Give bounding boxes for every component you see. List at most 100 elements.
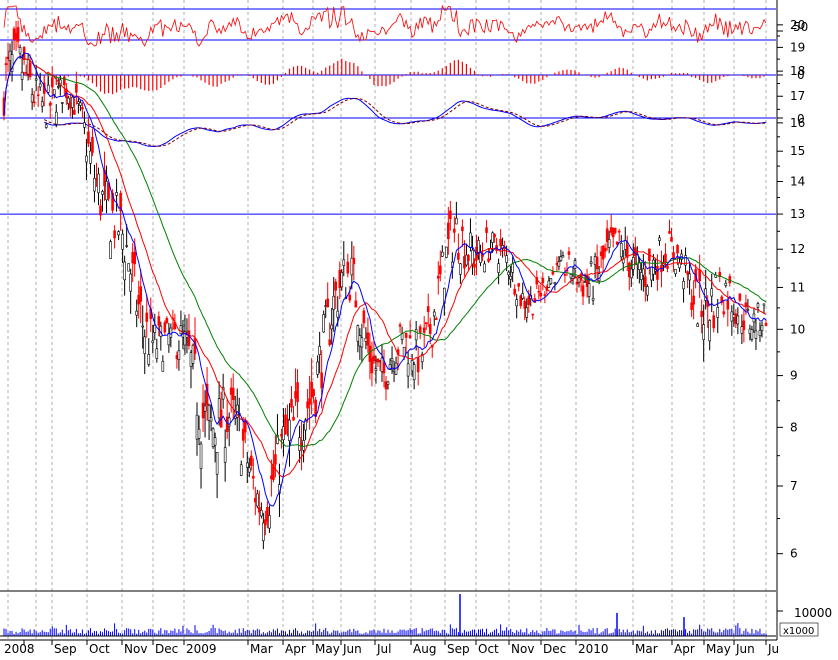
candle-body <box>26 59 30 75</box>
candle <box>718 267 722 283</box>
candle-body <box>12 28 16 40</box>
candle <box>515 293 518 319</box>
candle-body <box>217 398 221 419</box>
candle-body <box>589 261 593 264</box>
moving-average-slow <box>3 55 767 448</box>
candle-body <box>342 259 346 266</box>
candle-body <box>613 227 617 233</box>
candle <box>254 486 257 516</box>
candle <box>613 227 617 235</box>
candle-body <box>209 417 213 422</box>
candle-body <box>127 263 130 272</box>
price-tick-label: 14 <box>790 175 805 189</box>
candle <box>603 243 607 258</box>
candle <box>434 316 438 321</box>
candle <box>710 273 714 313</box>
candle <box>424 322 428 331</box>
candle <box>290 386 293 413</box>
candle-body <box>89 150 92 164</box>
candle <box>392 360 396 383</box>
candle <box>89 142 92 175</box>
candle-body <box>531 313 535 316</box>
candle <box>471 235 474 275</box>
price-tick-label: 8 <box>790 420 798 434</box>
candle-body <box>740 326 744 334</box>
candle <box>601 245 605 273</box>
candle <box>513 284 516 297</box>
candle-body <box>50 77 54 88</box>
candle <box>69 94 72 117</box>
candle-body <box>34 78 38 81</box>
volume-tick-label: 10000 <box>794 606 832 620</box>
candle <box>332 277 336 332</box>
candle <box>599 246 603 268</box>
candle <box>623 226 627 257</box>
candle <box>700 299 703 334</box>
candle-body <box>258 507 261 513</box>
candle-body <box>670 237 673 242</box>
candle <box>609 214 613 236</box>
candle-body <box>449 210 452 220</box>
candle <box>316 355 319 378</box>
candle <box>489 239 492 260</box>
candle-body <box>115 192 118 196</box>
candle-body <box>581 285 585 297</box>
candle <box>141 305 145 349</box>
candle <box>412 361 416 390</box>
candle-body <box>16 27 20 42</box>
candle-body <box>324 305 327 307</box>
candle-body <box>356 325 360 342</box>
candle <box>370 341 374 387</box>
candle-body <box>32 101 36 104</box>
candle-body <box>392 369 396 372</box>
candle-body <box>374 368 378 371</box>
candle-body <box>760 325 764 331</box>
candle-body <box>650 266 653 281</box>
candle-body <box>73 109 76 115</box>
candle-body <box>438 265 442 275</box>
candle-body <box>686 271 689 275</box>
candle <box>302 423 305 463</box>
candle <box>455 201 458 225</box>
candle <box>674 269 677 277</box>
candle-body <box>56 85 60 88</box>
histogram-panel <box>0 58 776 95</box>
candle-body <box>469 232 472 248</box>
candle <box>485 220 488 243</box>
candle-body <box>471 249 474 265</box>
candle-body <box>664 253 667 263</box>
candle-body <box>483 263 486 273</box>
candle <box>304 417 307 441</box>
candle-body <box>658 237 661 241</box>
candle <box>219 391 223 428</box>
candle-body <box>249 455 253 466</box>
candle <box>617 228 621 241</box>
candle-body <box>121 233 124 250</box>
candle <box>750 325 754 342</box>
candle <box>318 331 321 374</box>
candle <box>308 375 311 430</box>
candle <box>249 450 253 471</box>
candle <box>406 351 410 389</box>
candle <box>428 317 432 345</box>
candle <box>487 248 490 264</box>
candle-body <box>513 288 516 295</box>
candle-body <box>422 327 426 333</box>
candle-body <box>676 245 679 254</box>
candle-body <box>46 84 50 93</box>
candle <box>638 257 641 284</box>
candle-body <box>364 337 368 342</box>
candle <box>376 358 380 367</box>
candle <box>386 380 390 390</box>
candle <box>497 258 500 285</box>
candle <box>629 259 633 287</box>
candle <box>10 40 14 82</box>
candle-body <box>644 276 647 287</box>
candle-body <box>61 102 64 104</box>
candle <box>183 314 187 355</box>
candle <box>107 182 110 202</box>
candle <box>350 241 354 290</box>
price-tick-label: 15 <box>790 144 805 158</box>
candle-body <box>4 63 8 66</box>
candle <box>266 501 269 529</box>
